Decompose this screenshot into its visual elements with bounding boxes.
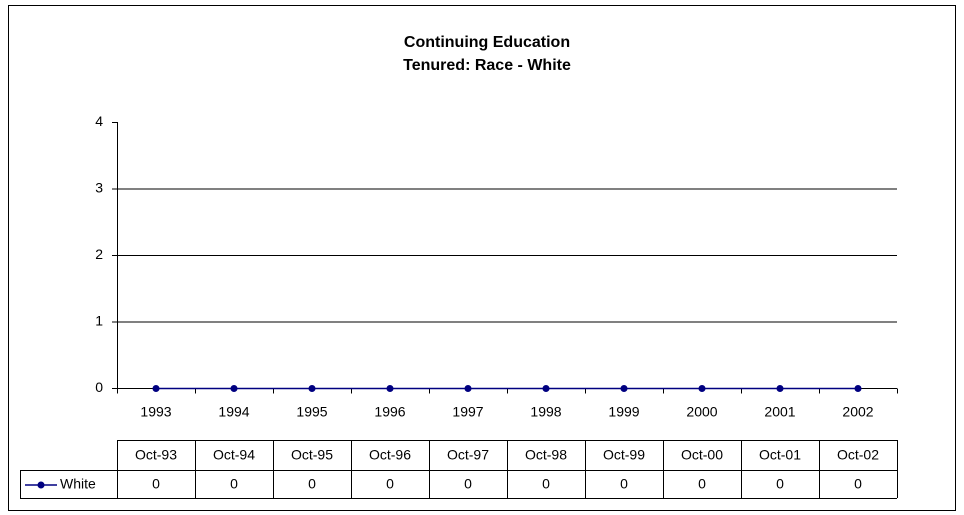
x-tick-label: 1998 — [530, 404, 561, 420]
table-value: 0 — [698, 476, 706, 492]
table-header: Oct-93 — [135, 447, 177, 463]
point-marker — [776, 385, 784, 392]
table-header: Oct-94 — [213, 447, 255, 463]
y-tick-label: 1 — [95, 313, 103, 329]
x-tick-label: 1996 — [374, 404, 405, 420]
table-value: 0 — [776, 476, 784, 492]
x-tick-label: 2002 — [842, 404, 873, 420]
table-value: 0 — [386, 476, 394, 492]
point-marker — [386, 385, 394, 392]
table-value: 0 — [230, 476, 238, 492]
x-tick-label: 2001 — [764, 404, 795, 420]
legend-marker — [37, 481, 45, 489]
chart-border — [8, 5, 956, 511]
table-header: Oct-00 — [681, 447, 723, 463]
table-header: Oct-96 — [369, 447, 411, 463]
x-tick-label: 1993 — [140, 404, 171, 420]
table-header: Oct-99 — [603, 447, 645, 463]
point-marker — [152, 385, 160, 392]
table-value: 0 — [308, 476, 316, 492]
table-header: Oct-01 — [759, 447, 801, 463]
y-tick-label: 2 — [95, 246, 103, 262]
y-tick-label: 4 — [95, 113, 103, 129]
x-tick-label: 2000 — [686, 404, 717, 420]
x-tick-label: 1994 — [218, 404, 249, 420]
table-value: 0 — [620, 476, 628, 492]
table-header: Oct-97 — [447, 447, 489, 463]
table-value: 0 — [854, 476, 862, 492]
point-marker — [698, 385, 706, 392]
point-marker — [230, 385, 238, 392]
table-value: 0 — [464, 476, 472, 492]
chart-title: Continuing Education — [404, 34, 570, 51]
y-tick-label: 3 — [95, 180, 103, 196]
point-marker — [542, 385, 550, 392]
x-tick-label: 1999 — [608, 404, 639, 420]
table-header: Oct-95 — [291, 447, 333, 463]
table-value: 0 — [152, 476, 160, 492]
point-marker — [464, 385, 472, 392]
x-tick-label: 1995 — [296, 404, 327, 420]
y-tick-label: 0 — [95, 379, 103, 395]
x-tick-label: 1997 — [452, 404, 483, 420]
chart-subtitle: Tenured: Race - White — [403, 57, 571, 74]
point-marker — [620, 385, 628, 392]
point-marker — [854, 385, 862, 392]
point-marker — [308, 385, 316, 392]
table-value: 0 — [542, 476, 550, 492]
table-header: Oct-98 — [525, 447, 567, 463]
legend-label: White — [60, 476, 96, 492]
table-header: Oct-02 — [837, 447, 879, 463]
